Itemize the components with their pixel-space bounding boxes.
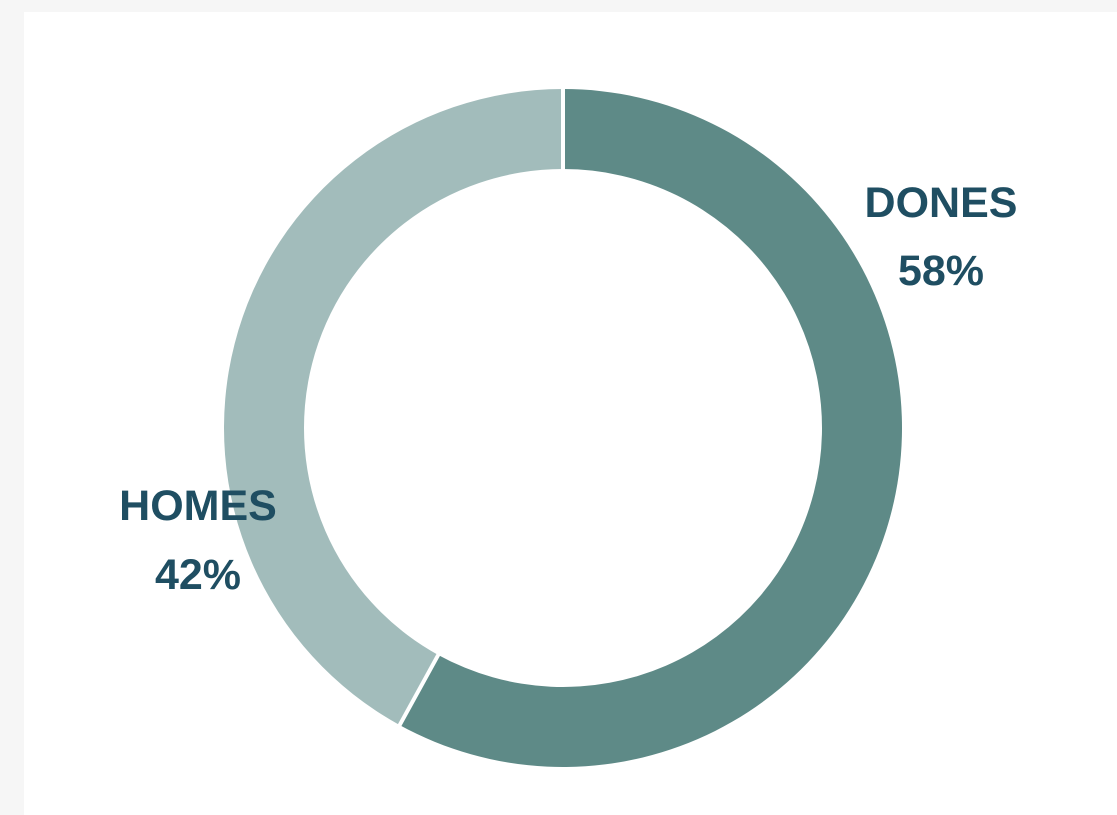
chart-card: DONES 58% HOMES 42% bbox=[24, 12, 1117, 815]
segment-separator-1 bbox=[396, 652, 441, 728]
donut-labels: DONES 58% HOMES 42% bbox=[119, 179, 1017, 599]
donut-chart: DONES 58% HOMES 42% bbox=[119, 87, 1017, 768]
segment-label-homes-value: 42% bbox=[155, 551, 241, 599]
donut-segment-dones bbox=[399, 89, 903, 768]
segment-label-dones-value: 58% bbox=[898, 247, 984, 295]
donut-segments bbox=[224, 87, 903, 768]
segment-label-dones-name: DONES bbox=[865, 179, 1018, 227]
donut-segment-homes bbox=[224, 89, 564, 726]
segment-label-homes-name: HOMES bbox=[119, 482, 277, 530]
